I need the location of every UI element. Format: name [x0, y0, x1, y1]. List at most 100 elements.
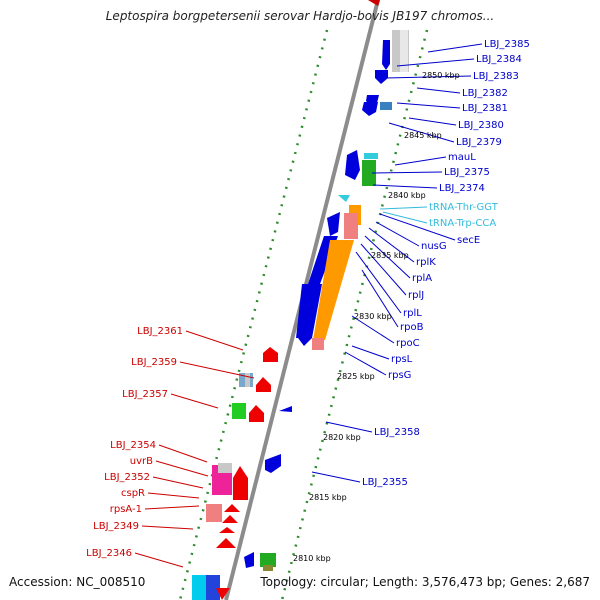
gene-arrow	[222, 515, 238, 523]
kbp-scale-label: 2835 kbp	[371, 251, 409, 260]
gene-arrow	[313, 240, 354, 340]
page-title: Leptospira borgpetersenii serovar Hardjo…	[105, 9, 495, 23]
label-connector	[394, 156, 447, 166]
gene-label[interactable]: LBJ_2379	[456, 137, 502, 148]
gene-arrow	[279, 406, 292, 412]
gene-label[interactable]: rplA	[412, 273, 432, 284]
kbp-scale-label: 2820 kbp	[323, 433, 361, 442]
gene-label[interactable]: tRNA-Thr-GGT	[429, 202, 499, 213]
label-connector	[379, 206, 428, 210]
gene-label[interactable]: LBJ_2375	[444, 167, 490, 178]
gene-block	[263, 565, 273, 571]
label-connector	[155, 460, 209, 477]
gene-label[interactable]: LBJ_2349	[93, 521, 139, 532]
gene-block	[206, 504, 222, 522]
gene-block	[312, 338, 324, 350]
accession-text: Accession: NC_008510	[9, 575, 146, 589]
gene-label[interactable]: LBJ_2384	[476, 54, 522, 65]
gene-label[interactable]: LBJ_2382	[462, 88, 508, 99]
kbp-scale-label: 2830 kbp	[354, 312, 392, 321]
gene-label[interactable]: LBJ_2357	[122, 389, 168, 400]
gene-label[interactable]: mauL	[448, 152, 476, 163]
gene-arrow	[263, 347, 278, 362]
label-connector	[360, 243, 407, 296]
gene-block	[260, 553, 276, 567]
gene-block	[380, 102, 392, 110]
gene-label[interactable]: rpsA-1	[110, 504, 142, 515]
label-connector	[170, 393, 219, 409]
kbp-scale-label: 2825 kbp	[337, 372, 375, 381]
gene-arrow	[362, 102, 378, 116]
gene-arrow	[216, 538, 236, 548]
gene-label[interactable]: tRNA-Trp-CCA	[429, 218, 496, 229]
gene-label[interactable]: LBJ_2361	[137, 326, 183, 337]
gene-block	[344, 213, 358, 239]
gene-label[interactable]: rpoC	[396, 338, 420, 349]
gene-label[interactable]: LBJ_2383	[473, 71, 519, 82]
label-connector	[371, 171, 443, 174]
label-connector	[372, 184, 438, 189]
gene-label[interactable]: LBJ_2374	[439, 183, 485, 194]
gene-block	[245, 373, 250, 387]
kbp-scale-label: 2840 kbp	[388, 191, 426, 200]
genome-stats-text: Topology: circular; Length: 3,576,473 bp…	[260, 575, 590, 589]
label-connector	[152, 476, 204, 489]
label-connector	[311, 471, 361, 483]
gene-arrow	[345, 150, 360, 180]
label-connector	[134, 552, 184, 568]
label-connector	[408, 117, 457, 126]
gene-block	[364, 153, 378, 159]
gene-label[interactable]: rpsL	[391, 354, 413, 365]
label-connector	[351, 315, 395, 344]
gene-arrow	[233, 466, 248, 500]
gene-label[interactable]: rpsG	[388, 370, 411, 381]
gene-arrow	[327, 212, 340, 236]
label-connector	[344, 351, 387, 376]
label-connector	[185, 330, 244, 351]
gene-label[interactable]: LBJ_2381	[462, 103, 508, 114]
gene-label[interactable]: cspR	[121, 488, 145, 499]
gene-label[interactable]: secE	[457, 235, 480, 246]
label-connector	[396, 102, 461, 109]
gene-arrow	[368, 0, 380, 6]
gene-arrow	[296, 284, 322, 338]
gene-block	[206, 575, 220, 600]
gene-arrow	[216, 588, 230, 600]
label-connector	[427, 43, 483, 53]
label-connector	[179, 361, 255, 379]
label-connector	[355, 251, 402, 314]
gene-label[interactable]: LBJ_2352	[104, 472, 150, 483]
gene-arrow	[338, 195, 350, 202]
gene-label[interactable]: rplJ	[408, 290, 424, 301]
label-connector	[416, 87, 461, 94]
gene-block	[232, 403, 246, 419]
gene-block	[192, 575, 206, 600]
gene-label[interactable]: LBJ_2358	[374, 427, 420, 438]
label-connector	[375, 221, 420, 247]
gene-label[interactable]: rplL	[403, 308, 422, 319]
gene-label[interactable]: uvrB	[130, 456, 153, 467]
gene-arrow	[375, 70, 388, 84]
label-connector	[351, 345, 390, 360]
kbp-scale-label: 2810 kbp	[293, 554, 331, 563]
gene-label[interactable]: LBJ_2346	[86, 548, 132, 559]
gene-arrow	[298, 338, 312, 346]
label-connector	[158, 444, 208, 463]
gene-label[interactable]: LBJ_2354	[110, 440, 156, 451]
label-connector	[141, 525, 194, 530]
gene-label[interactable]: nusG	[421, 241, 447, 252]
gene-block	[362, 160, 376, 186]
gene-arrow	[219, 527, 235, 533]
gene-label[interactable]: LBJ_2359	[131, 357, 177, 368]
gene-label[interactable]: rplK	[416, 257, 436, 268]
gene-label[interactable]: LBJ_2355	[362, 477, 408, 488]
label-connector	[144, 505, 200, 510]
label-connector	[388, 122, 455, 143]
gene-label[interactable]: rpoB	[400, 322, 424, 333]
label-connector	[379, 213, 456, 241]
label-connector	[325, 421, 373, 433]
gene-arrow	[265, 454, 281, 473]
gene-label[interactable]: LBJ_2385	[484, 39, 530, 50]
gene-label[interactable]: LBJ_2380	[458, 120, 504, 131]
